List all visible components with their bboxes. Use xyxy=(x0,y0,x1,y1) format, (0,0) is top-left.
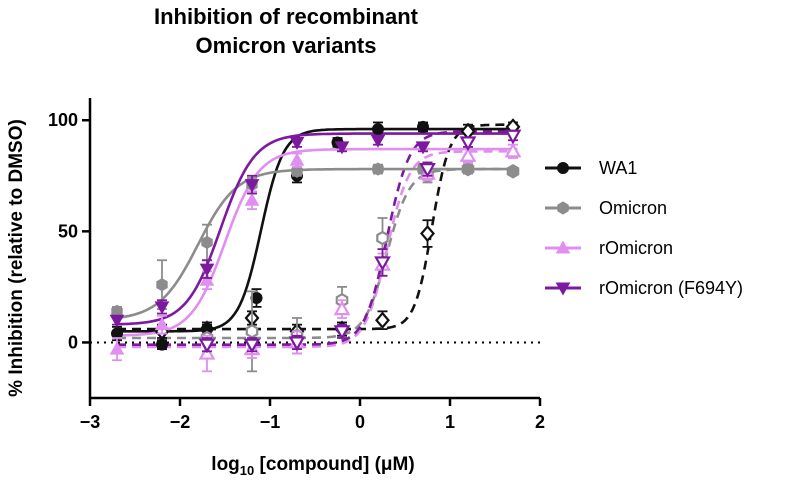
romicron-filled-point xyxy=(154,317,170,331)
romicron-f694y-filled-point xyxy=(109,314,125,328)
romicron-f694y-filled-point xyxy=(199,263,215,277)
wa1-open-point xyxy=(375,311,390,329)
romicron-filled-point xyxy=(289,152,305,166)
romicron-f694y-open-point xyxy=(288,336,306,352)
romicron-dashed-curve xyxy=(117,150,518,349)
romicron-f694y-open-point xyxy=(419,163,436,178)
romicron-solid-curve xyxy=(116,147,518,337)
romicron-f694y-filled-point xyxy=(415,141,431,155)
romicron-f694y-filled-point xyxy=(289,136,305,150)
romicron-f694y-open-point xyxy=(243,338,261,354)
legend-label-romicron-f694y: rOmicron (F694Y) xyxy=(599,278,743,298)
wa1-filled-point xyxy=(372,123,384,136)
omicron-filled-point xyxy=(462,162,474,176)
romicron-f694y-open-point xyxy=(333,325,351,341)
omicron-open-point xyxy=(245,324,259,339)
x-tick-label: 0 xyxy=(355,412,365,432)
omicron-filled-point xyxy=(291,164,303,178)
y-tick-label: 0 xyxy=(68,332,78,352)
wa1-filled-point xyxy=(156,338,168,351)
y-tick-label: 50 xyxy=(58,221,78,241)
omicron-open-point xyxy=(376,230,389,246)
omicron-filled-point xyxy=(507,164,519,178)
romicron-filled-point xyxy=(244,192,260,206)
wa1-filled-point xyxy=(250,292,263,304)
romicron-f694y-filled-point xyxy=(244,179,260,193)
romicron-open-point xyxy=(333,300,351,316)
chart-title-line2: Omicron variants xyxy=(196,33,377,58)
omicron-filled-point xyxy=(156,278,168,292)
x-axis-label: log10 [compound] (μM) xyxy=(211,454,414,478)
x-axis-label-suffix: [compound] (μM) xyxy=(254,454,414,475)
x-tick-label: −1 xyxy=(260,412,281,432)
romicron-f694y-open-point xyxy=(459,136,477,152)
romicron-f694y-open-point xyxy=(374,256,391,272)
x-axis-label-subscript: 10 xyxy=(240,463,254,478)
x-axis-label-prefix: log xyxy=(211,454,240,475)
legend: WA1 Omicron rOmicron rOmicron (F694Y) xyxy=(545,158,743,298)
wa1-filled-point xyxy=(417,120,429,133)
wa1-open-point xyxy=(420,224,435,243)
omicron-dashed-curve xyxy=(117,167,518,340)
x-tick-label: −3 xyxy=(80,412,101,432)
romicron-open-point xyxy=(459,147,477,162)
x-tick-label: 1 xyxy=(445,412,455,432)
romicron-f694y-filled-point xyxy=(370,134,386,148)
x-tick-label: −2 xyxy=(170,412,191,432)
chart-title-line1: Inhibition of recombinant xyxy=(154,4,419,29)
romicron-filled-point xyxy=(199,272,215,286)
wa1-solid-curve xyxy=(117,127,518,333)
omicron-filled-point xyxy=(201,235,213,249)
legend-label-romicron: rOmicron xyxy=(599,238,673,258)
legend-marker-wa1 xyxy=(557,162,569,174)
y-tick-label: 100 xyxy=(48,110,78,130)
romicron-f694y-open-point xyxy=(504,129,522,145)
x-tick-label: 2 xyxy=(535,412,545,432)
romicron-open-point xyxy=(504,142,522,158)
legend-label-wa1: WA1 xyxy=(599,158,637,178)
romicron-f694y-dashed-curve xyxy=(117,130,518,346)
legend-marker-omicron xyxy=(557,201,569,215)
romicron-filled-point xyxy=(109,341,125,355)
y-axis-label: % Inhibition (relative to DMSO) xyxy=(6,119,27,397)
omicron-filled-point xyxy=(372,162,384,176)
romicron-f694y-solid-curve xyxy=(117,132,518,326)
plot-area: 0 50 100 −3 −2 −1 0 1 2 xyxy=(48,98,545,432)
legend-label-omicron: Omicron xyxy=(599,198,667,218)
omicron-solid-curve xyxy=(116,167,518,320)
romicron-f694y-open-point xyxy=(198,338,216,354)
wa1-dashed-curve xyxy=(117,123,518,331)
romicron-f694y-filled-point xyxy=(154,301,170,315)
legend-marker-romicron-f694y xyxy=(555,282,571,296)
romicron-f694y-filled-point xyxy=(334,141,350,155)
legend-marker-romicron xyxy=(555,240,571,254)
